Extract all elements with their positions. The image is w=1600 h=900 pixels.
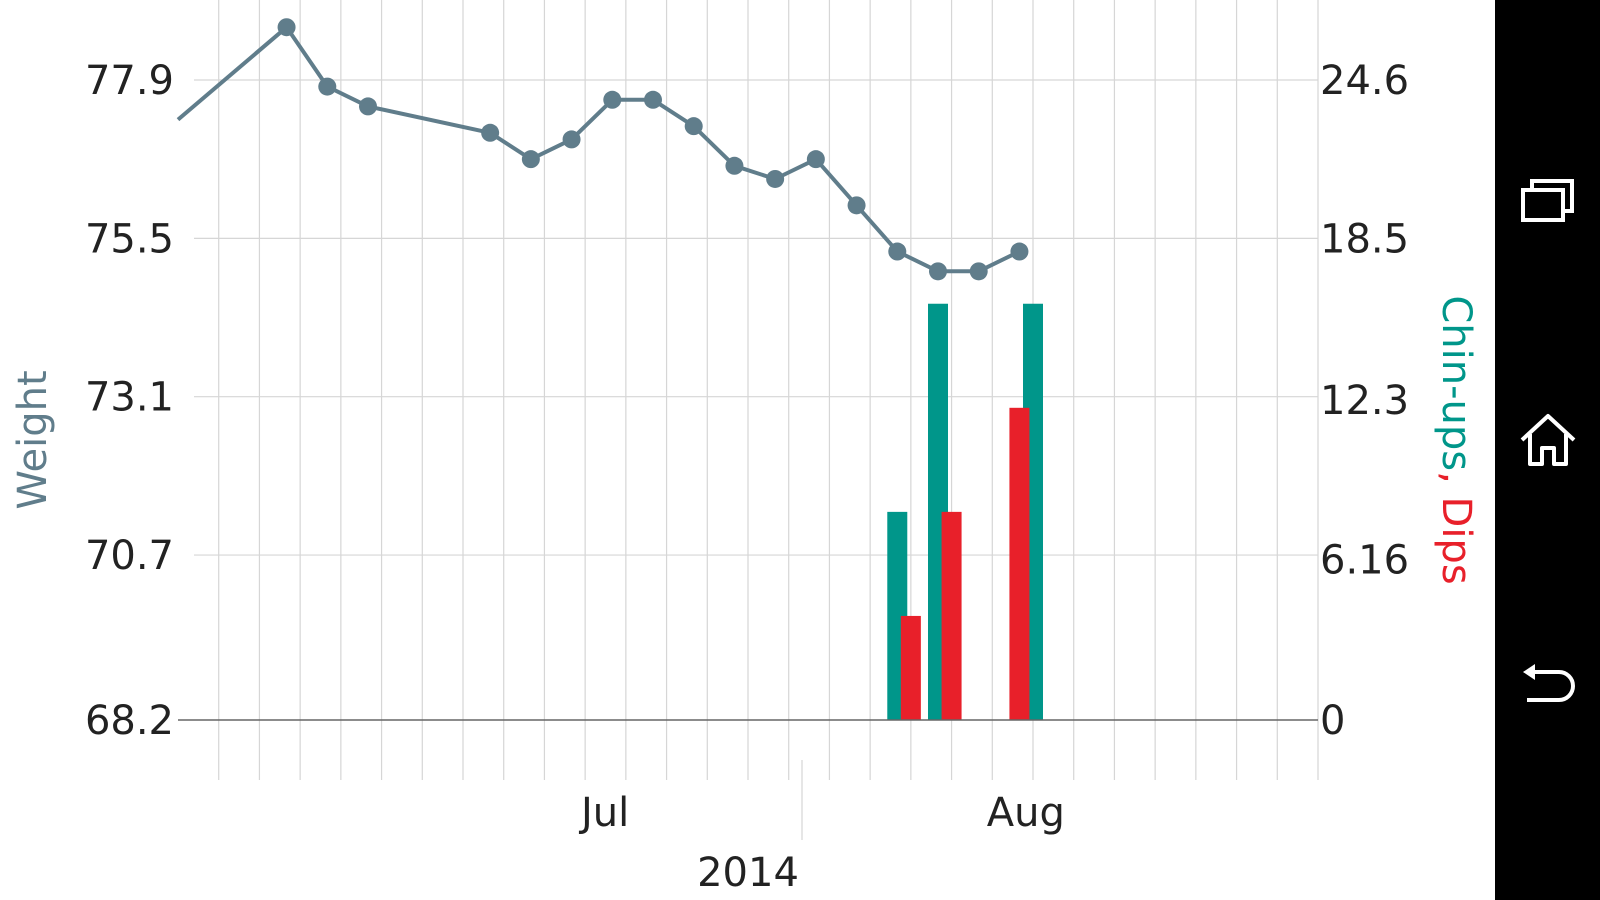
right-axis-label-part: Chin-ups [1433,295,1479,471]
right-axis-tick-label: 12.3 [1320,378,1409,424]
weight-point [929,262,947,281]
weight-point [318,77,337,96]
dips-bar [900,615,921,720]
weight-point [359,97,377,116]
weight-point [806,150,825,169]
weight-point [481,123,500,142]
axes: 77.9 75.5 73.1 70.7 68.2 24.6 18.5 12.3 6.16 0 Jul… [85,58,1409,896]
x-axis-month-label: Jul [578,790,629,836]
right-axis-tick-label: 18.5 [1320,217,1409,263]
weight-point [277,18,296,37]
weight-point [684,117,703,136]
recent-apps-button[interactable] [1495,155,1600,245]
home-icon [1520,414,1575,466]
bars [887,303,1043,720]
weight-exercise-chart: 77.9 75.5 73.1 70.7 68.2 24.6 18.5 12.3 6.16 0 Jul… [10,0,1479,896]
recent-apps-icon [1520,179,1574,222]
right-axis-label-part: , [1433,471,1479,496]
weight-point [1010,242,1029,261]
back-icon [1522,664,1575,702]
weight-point [725,156,744,175]
weight-point [603,90,622,109]
android-navigation-bar [1495,0,1600,900]
x-axis-year-label: 2014 [697,850,799,896]
x-axis-month-label: Aug [987,790,1065,836]
right-axis-tick-label: 6.16 [1320,538,1409,584]
weight-line-series [176,18,1029,281]
weight-point [521,150,540,169]
dips-bar [1009,407,1030,720]
back-button[interactable] [1495,640,1600,730]
left-axis-tick-label: 68.2 [85,698,174,744]
weight-point [969,262,988,281]
weight-line [176,25,1021,274]
dips-bar [941,511,962,720]
right-axis-tick-label: 0 [1320,698,1345,744]
weight-point [847,196,866,215]
home-button[interactable] [1495,395,1600,485]
right-axis-tick-label: 24.6 [1320,58,1409,104]
left-axis-label: Weight [10,370,56,509]
weight-point [562,130,581,149]
right-axis-label: Chin-ups, Dips [1433,295,1479,584]
weight-point [888,242,907,261]
left-axis-tick-label: 70.7 [85,533,174,579]
right-axis-label-part: Dips [1433,497,1479,585]
left-axis-tick-label: 73.1 [85,375,174,421]
left-axis-tick-label: 75.5 [85,216,174,262]
weight-point [644,90,662,109]
grid [194,0,1319,780]
weight-point [766,169,785,188]
left-axis-tick-label: 77.9 [85,58,174,104]
